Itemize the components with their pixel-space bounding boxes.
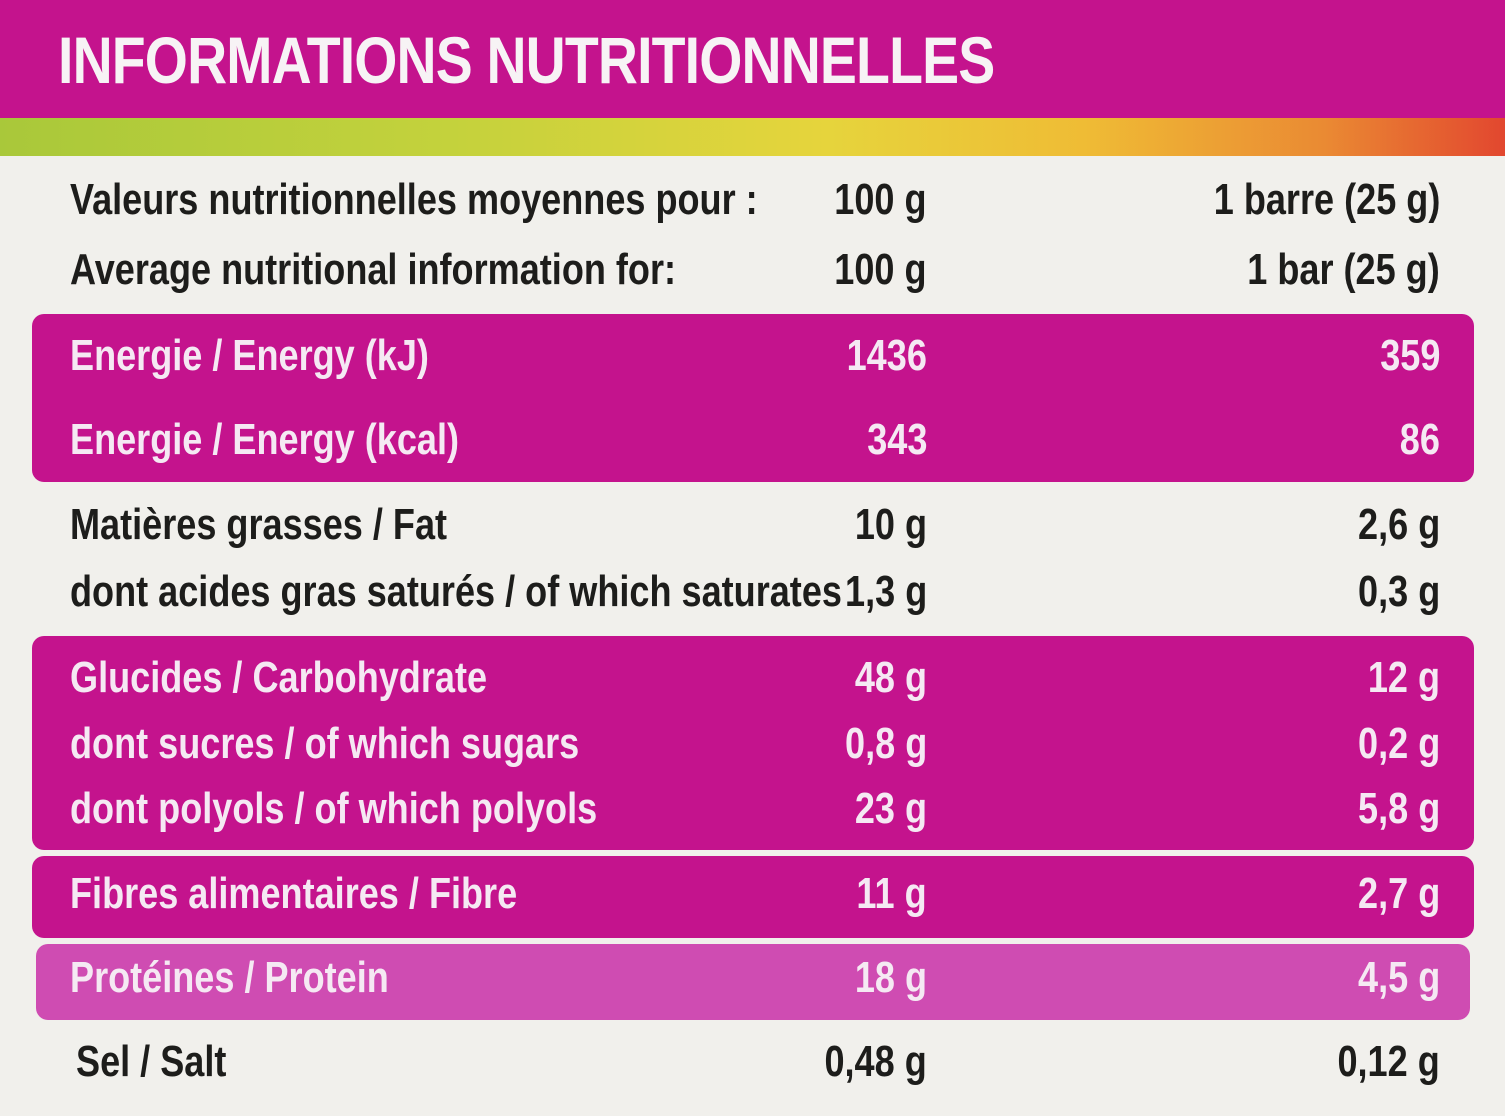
nutrient-protein-label: Protéines / Protein	[70, 953, 389, 1002]
carbohydrate-band	[32, 636, 1474, 850]
nutrient-energy-kcal-per-bar: 86	[1399, 415, 1440, 464]
nutrient-polyols-per-bar: 5,8 g	[1357, 784, 1440, 833]
header-per-bar-fr: 1 barre (25 g)	[1213, 175, 1440, 224]
protein-band	[36, 944, 1470, 1020]
header-per-bar-en: 1 bar (25 g)	[1247, 245, 1440, 294]
energy-band	[32, 314, 1474, 482]
nutrient-fat-per-100g: 10 g	[854, 500, 927, 549]
nutrient-protein-per-100g: 18 g	[854, 953, 927, 1002]
nutrient-energy-kj-label: Energie / Energy (kJ)	[70, 331, 429, 380]
nutrient-saturates-label: dont acides gras saturés / of which satu…	[70, 567, 842, 616]
nutrient-energy-kj-per-100g: 1436	[846, 331, 927, 380]
nutrient-carbohydrate-label: Glucides / Carbohydrate	[70, 653, 488, 702]
header-label-fr: Valeurs nutritionnelles moyennes pour :	[70, 175, 758, 224]
nutrient-fibre-per-bar: 2,7 g	[1357, 869, 1440, 918]
nutrient-polyols-per-100g: 23 g	[854, 784, 927, 833]
header-label-en: Average nutritional information for:	[70, 245, 677, 294]
nutrient-energy-kj-per-bar: 359	[1379, 331, 1440, 380]
nutrient-saturates-per-100g: 1,3 g	[844, 567, 927, 616]
color-gradient-bar	[0, 118, 1505, 156]
nutrient-salt-per-bar: 0,12 g	[1337, 1037, 1440, 1086]
nutrient-sugars-per-bar: 0,2 g	[1357, 719, 1440, 768]
nutrient-protein-per-bar: 4,5 g	[1357, 953, 1440, 1002]
nutrient-saturates-per-bar: 0,3 g	[1357, 567, 1440, 616]
fibre-band	[32, 856, 1474, 938]
nutrient-fat-label: Matières grasses / Fat	[70, 500, 448, 549]
nutrient-salt-per-100g: 0,48 g	[824, 1037, 927, 1086]
nutrient-fat-per-bar: 2,6 g	[1357, 500, 1440, 549]
nutrient-carbohydrate-per-100g: 48 g	[854, 653, 927, 702]
page-title: INFORMATIONS NUTRITIONNELLES	[58, 23, 995, 97]
header-per-100g-fr: 100 g	[834, 175, 927, 224]
nutrient-carbohydrate-per-bar: 12 g	[1367, 653, 1440, 702]
nutrient-polyols-label: dont polyols / of which polyols	[70, 784, 598, 833]
nutrient-salt-label: Sel / Salt	[76, 1037, 227, 1086]
nutrient-fibre-per-100g: 11 g	[856, 869, 927, 918]
nutrient-sugars-label: dont sucres / of which sugars	[70, 719, 580, 768]
nutrient-energy-kcal-label: Energie / Energy (kcal)	[70, 415, 460, 464]
nutrient-energy-kcal-per-100g: 343	[866, 415, 927, 464]
nutrient-fibre-label: Fibres alimentaires / Fibre	[70, 869, 518, 918]
header-per-100g-en: 100 g	[834, 245, 927, 294]
nutrient-sugars-per-100g: 0,8 g	[844, 719, 927, 768]
header-band: INFORMATIONS NUTRITIONNELLES	[0, 0, 1505, 118]
